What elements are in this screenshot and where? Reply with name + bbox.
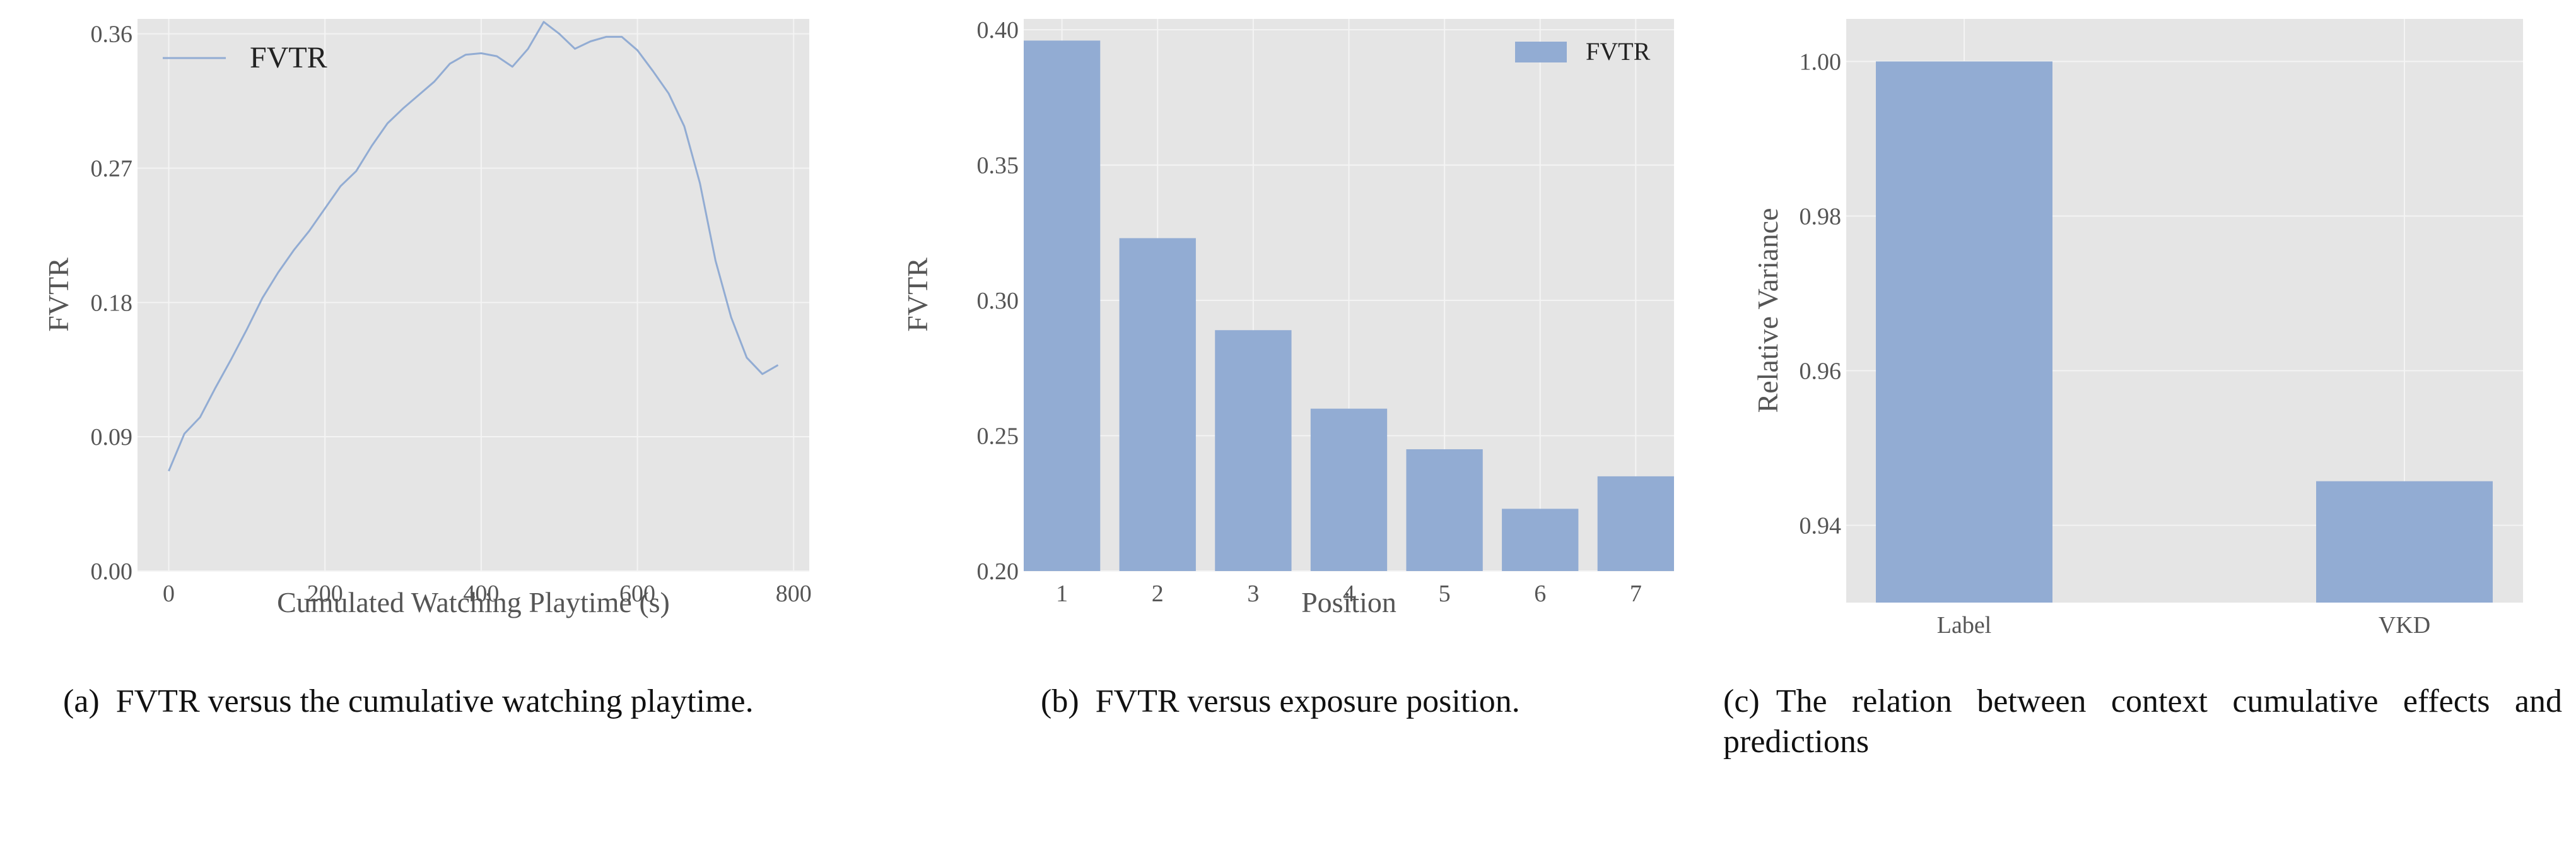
- bar-6: [1502, 509, 1579, 571]
- x-tick-label: 0: [163, 581, 175, 607]
- chart-a-playtime: 0.00 0.09 0.18 0.27 0.36 0 200 400 600 800 FVTR Cum…: [42, 19, 812, 618]
- caption-a: (a) FVTR versus the cumulative watching …: [63, 683, 754, 719]
- y-tick-label: 1.00: [1800, 49, 1842, 75]
- bar-4: [1310, 408, 1388, 571]
- chart-b-position: 0.20 0.25 0.30 0.35 0.40 1 2 3 4 5 6 7 FVTR Position F…: [901, 17, 1674, 618]
- y-tick-label: 0.94: [1800, 512, 1842, 539]
- series-line-fvtr: [168, 21, 779, 472]
- plot-background: [138, 19, 809, 571]
- bar-3: [1215, 330, 1292, 571]
- y-axis-label: FVTR: [901, 257, 934, 332]
- bar-2: [1119, 238, 1196, 571]
- legend-label: FVTR: [250, 41, 327, 74]
- y-tick-label: 0.96: [1800, 358, 1842, 384]
- y-tick-label: 0.18: [91, 290, 133, 316]
- y-tick-label: 0.36: [91, 21, 133, 48]
- y-axis-label: Relative Variance: [1752, 208, 1784, 413]
- x-tick-label: 400: [463, 581, 499, 607]
- caption-c-line-2: predictions: [1723, 724, 1870, 760]
- x-tick-label: 4: [1343, 581, 1355, 607]
- x-tick-label: 7: [1630, 581, 1642, 607]
- x-tick-label: 600: [619, 581, 655, 607]
- bar-label: [1876, 61, 2052, 603]
- bar-vkd: [2316, 481, 2493, 603]
- y-tick-label: 0.09: [91, 424, 133, 451]
- y-tick-label: 0.20: [977, 558, 1019, 585]
- x-tick-label: 3: [1247, 581, 1259, 607]
- chart-c-relative-variance: 0.94 0.96 0.98 1.00 Label VKD Relative Varianc…: [1752, 19, 2523, 639]
- y-tick-label: 0.25: [977, 423, 1019, 450]
- bar-1: [1024, 40, 1101, 572]
- y-tick-label: 0.00: [91, 558, 133, 585]
- y-tick-label: 0.40: [977, 17, 1019, 44]
- legend-label: FVTR: [1586, 37, 1651, 66]
- x-axis-label: Position: [1301, 586, 1396, 618]
- x-tick-label: 5: [1439, 581, 1451, 607]
- x-tick-label: 6: [1534, 581, 1546, 607]
- x-tick-label: 2: [1152, 581, 1164, 607]
- caption-c-line-1: (c) The relation between context cumulat…: [1723, 683, 2562, 719]
- y-axis-label: FVTR: [42, 257, 74, 332]
- x-tick-label: VKD: [2379, 612, 2430, 639]
- x-axis-label: Cumulated Watching Playtime (s): [277, 586, 670, 618]
- y-tick-label: 0.30: [977, 288, 1019, 314]
- x-tick-label: 1: [1056, 581, 1068, 607]
- bar-7: [1597, 476, 1674, 571]
- y-tick-label: 0.35: [977, 153, 1019, 179]
- bar-5: [1406, 449, 1483, 571]
- legend-swatch: [1515, 42, 1567, 62]
- x-tick-label: 800: [776, 581, 812, 607]
- y-tick-label: 0.27: [91, 155, 133, 182]
- x-tick-label: 200: [307, 581, 343, 607]
- x-tick-label: Label: [1937, 612, 1992, 639]
- caption-b: (b) FVTR versus exposure position.: [1041, 683, 1520, 719]
- y-tick-label: 0.98: [1800, 203, 1842, 230]
